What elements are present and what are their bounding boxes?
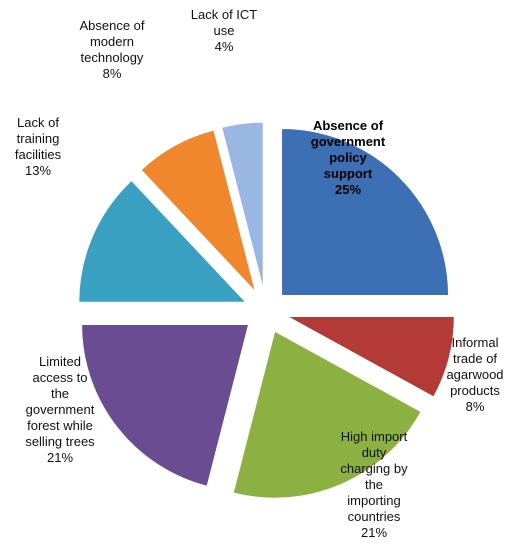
slice-label-line: access to — [33, 370, 88, 385]
slice-label-line: Lack of ICT — [191, 7, 258, 22]
pie-slice — [232, 330, 422, 499]
slice-label-line: Absence of — [313, 118, 384, 133]
slice-label-line: duty — [362, 445, 387, 460]
slice-label: Absence of modern technology 8% — [79, 18, 144, 81]
pie-slice — [281, 127, 450, 296]
slice-value-label: 21% — [361, 525, 387, 540]
slice-label-line: government — [26, 402, 95, 417]
slice-label-line: facilities — [15, 147, 62, 162]
slice-label-line: technology — [81, 50, 144, 65]
slice-label: Informal trade of agarwood products 8% — [446, 335, 503, 414]
pie-slice — [78, 179, 247, 303]
pie-slice — [221, 121, 264, 290]
pie-slices — [78, 121, 455, 499]
slice-label-line: selling trees — [25, 434, 95, 449]
slice-label-line: forest while — [27, 418, 93, 433]
slice-label-line: Limited — [39, 354, 81, 369]
slice-label-line: training — [17, 131, 60, 146]
slice-label-line: the — [51, 386, 69, 401]
slice-value-label: 25% — [335, 182, 361, 197]
slice-label-line: use — [214, 23, 235, 38]
pie-slice — [81, 323, 250, 487]
slice-label-line: products — [450, 383, 500, 398]
slice-value-label: 8% — [466, 399, 485, 414]
slice-label: Absence of government policy support 25% — [311, 118, 386, 197]
slice-label-line: government — [311, 134, 386, 149]
slice-label-line: agarwood — [446, 367, 503, 382]
slice-value-label: 4% — [215, 39, 234, 54]
slice-value-label: 13% — [25, 163, 51, 178]
slice-label: High import duty charging by the importing co… — [340, 429, 408, 540]
slice-label-line: Lack of — [17, 115, 59, 130]
slice-label-line: policy — [329, 150, 367, 165]
pie-slice — [140, 129, 256, 293]
slice-label-line: High import — [341, 429, 408, 444]
slice-value-label: 21% — [47, 450, 73, 465]
slice-label-line: Informal — [452, 335, 499, 350]
slice-label: Limited access to the government forest whil… — [25, 354, 95, 465]
slice-label: Lack of ICT use 4% — [191, 7, 258, 54]
slice-labels: Absence of government policy support 25%Info… — [15, 7, 504, 540]
slice-label-line: charging by — [340, 461, 408, 476]
slice-label-line: support — [324, 166, 373, 181]
slice-value-label: 8% — [103, 66, 122, 81]
slice-label-line: Absence of — [79, 18, 144, 33]
slice-label-line: importing — [347, 493, 400, 508]
slice-label: Lack of training facilities 13% — [15, 115, 62, 178]
slice-label-line: countries — [348, 509, 401, 524]
slice-label-line: trade of — [453, 351, 497, 366]
pie-slice — [287, 315, 455, 398]
slice-label-line: modern — [90, 34, 134, 49]
slice-label-line: the — [365, 477, 383, 492]
